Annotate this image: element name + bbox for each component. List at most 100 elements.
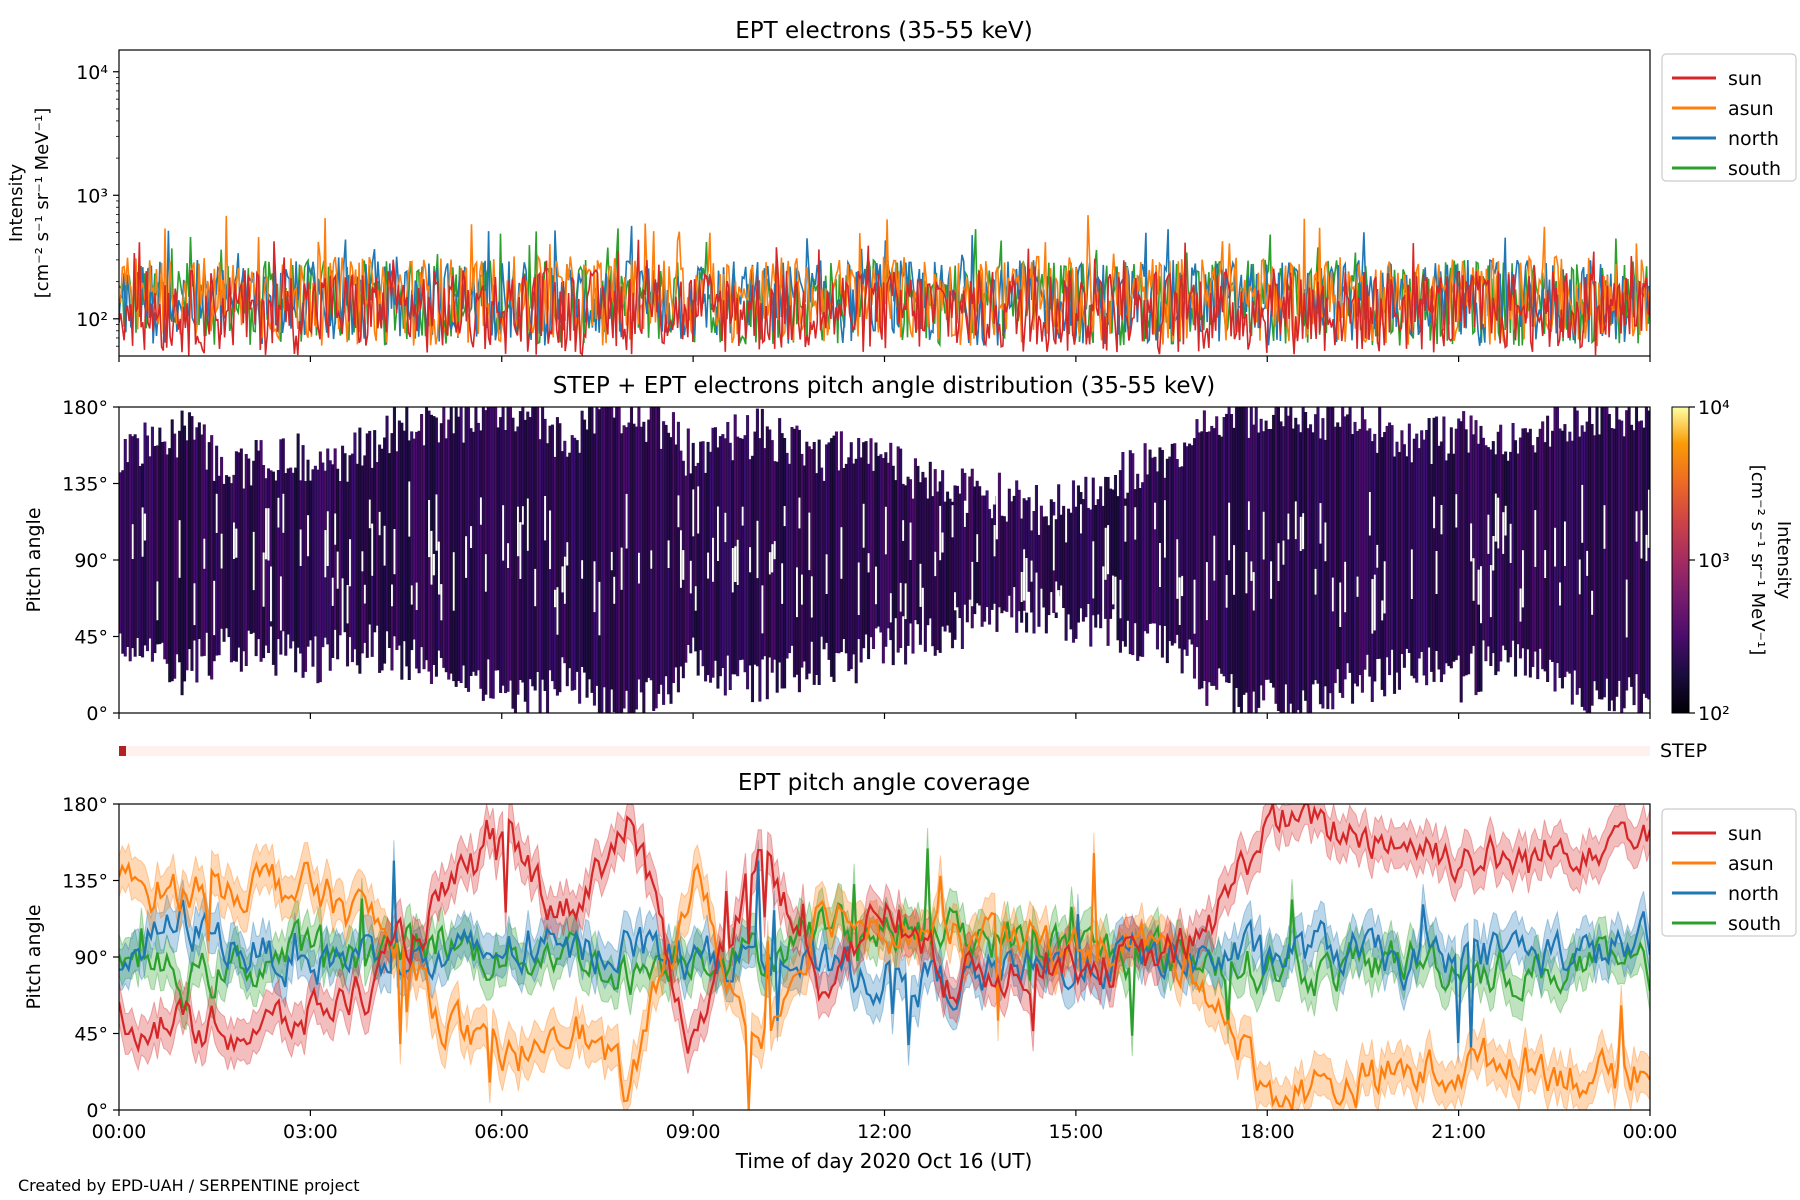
pad-cell bbox=[173, 433, 177, 679]
pad-cell bbox=[504, 430, 508, 694]
pad-cell bbox=[321, 462, 325, 648]
pad-cell bbox=[1432, 417, 1436, 497]
pad-cell bbox=[1220, 436, 1224, 674]
pad-cell bbox=[904, 619, 908, 665]
pad-cell bbox=[1252, 610, 1256, 692]
pad-cell bbox=[1361, 407, 1364, 693]
y-tick-label: 180° bbox=[62, 397, 108, 419]
pad-cell bbox=[790, 427, 794, 646]
pad-cell bbox=[1104, 476, 1108, 528]
pad-cell bbox=[1304, 412, 1308, 701]
pad-cell bbox=[1245, 593, 1248, 693]
pad-cell bbox=[909, 479, 913, 523]
pad-cell bbox=[874, 604, 878, 629]
pad-cell bbox=[723, 438, 727, 513]
pad-cell bbox=[1383, 432, 1387, 562]
pad-cell bbox=[800, 453, 804, 575]
pad-cell bbox=[163, 441, 167, 660]
pad-cell bbox=[756, 408, 759, 521]
pad-cell bbox=[669, 437, 673, 704]
pad-cell bbox=[810, 449, 814, 577]
pad-cell bbox=[358, 427, 362, 674]
pad-cell bbox=[946, 491, 950, 626]
pad-cell bbox=[207, 442, 211, 676]
pad-cell bbox=[188, 412, 192, 650]
pad-cell bbox=[807, 446, 811, 513]
pad-cell bbox=[768, 429, 772, 553]
pad-cell bbox=[464, 577, 468, 688]
pad-cell bbox=[565, 565, 569, 687]
pad-cell bbox=[136, 438, 140, 638]
pad-cell bbox=[1049, 499, 1053, 593]
pad-cell bbox=[884, 452, 888, 507]
pad-cell bbox=[598, 409, 601, 582]
panel3-legend: sun asun north south bbox=[1661, 808, 1797, 937]
pad-cell bbox=[620, 433, 624, 548]
panel2-yticks: 0° 45° 90° 135° 180° bbox=[62, 397, 119, 725]
pad-cell bbox=[882, 458, 885, 664]
pad-cell bbox=[378, 535, 382, 673]
x-axis-label: Time of day 2020 Oct 16 (UT) bbox=[735, 1149, 1033, 1173]
pad-cell bbox=[402, 430, 406, 642]
pad-cell bbox=[1504, 451, 1508, 506]
colorbar-tick-label: 10³ bbox=[1698, 550, 1730, 572]
pad-cell bbox=[1474, 420, 1478, 696]
pad-cell bbox=[1232, 594, 1236, 713]
pad-cell bbox=[768, 574, 772, 658]
pad-cell bbox=[615, 407, 619, 713]
pad-cell bbox=[1412, 438, 1416, 679]
pad-cell bbox=[1230, 414, 1234, 675]
pad-cell bbox=[1383, 613, 1387, 697]
pad-cell bbox=[1580, 542, 1584, 707]
pad-cell bbox=[667, 568, 671, 695]
pad-cell bbox=[533, 407, 537, 569]
pad-cell bbox=[1232, 427, 1236, 546]
pad-cell bbox=[143, 422, 147, 514]
pad-cell bbox=[425, 407, 429, 661]
pad-cell bbox=[1375, 567, 1379, 659]
pad-cell bbox=[361, 465, 364, 552]
pad-cell bbox=[1467, 452, 1471, 675]
pad-cell bbox=[1563, 424, 1567, 522]
pad-cell bbox=[128, 434, 132, 662]
pad-cell bbox=[998, 472, 1001, 608]
pad-cell bbox=[430, 414, 434, 531]
pad-cell bbox=[1141, 482, 1145, 657]
pad-cell bbox=[1252, 424, 1256, 573]
pad-cell bbox=[778, 418, 782, 663]
pad-cell bbox=[407, 440, 411, 482]
pad-cell bbox=[272, 471, 275, 665]
pad-cell bbox=[412, 438, 416, 640]
pad-cell bbox=[1585, 421, 1589, 551]
pad-cell bbox=[551, 424, 555, 682]
pad-cell bbox=[664, 424, 668, 677]
pad-cell bbox=[1217, 434, 1221, 669]
pad-cell bbox=[516, 556, 520, 695]
pad-cell bbox=[951, 537, 955, 649]
pad-cell bbox=[309, 480, 313, 641]
pad-cell bbox=[1380, 620, 1384, 690]
pad-cell bbox=[1469, 415, 1473, 524]
pad-cell bbox=[442, 407, 446, 668]
pad-cell bbox=[1114, 475, 1118, 577]
pad-cell bbox=[1504, 535, 1508, 651]
pad-cell bbox=[1082, 499, 1085, 622]
pad-cell bbox=[973, 486, 977, 615]
pad-cell bbox=[1588, 407, 1592, 713]
pad-cell bbox=[1600, 407, 1604, 700]
pad-cell bbox=[469, 428, 473, 527]
pad-cell bbox=[938, 560, 942, 653]
pad-cell bbox=[1020, 518, 1024, 572]
pad-cell bbox=[1405, 456, 1409, 649]
y-tick-label: 90° bbox=[74, 947, 108, 969]
pad-cell bbox=[198, 422, 201, 640]
pad-cell bbox=[202, 424, 206, 539]
pad-cell bbox=[319, 451, 322, 683]
pad-cell bbox=[123, 439, 127, 657]
pad-cell bbox=[1509, 451, 1513, 524]
pad-cell bbox=[928, 461, 932, 619]
pad-cell bbox=[746, 415, 750, 690]
pad-cell bbox=[1299, 551, 1303, 713]
pad-cell bbox=[736, 585, 740, 677]
pad-cell bbox=[452, 610, 456, 682]
